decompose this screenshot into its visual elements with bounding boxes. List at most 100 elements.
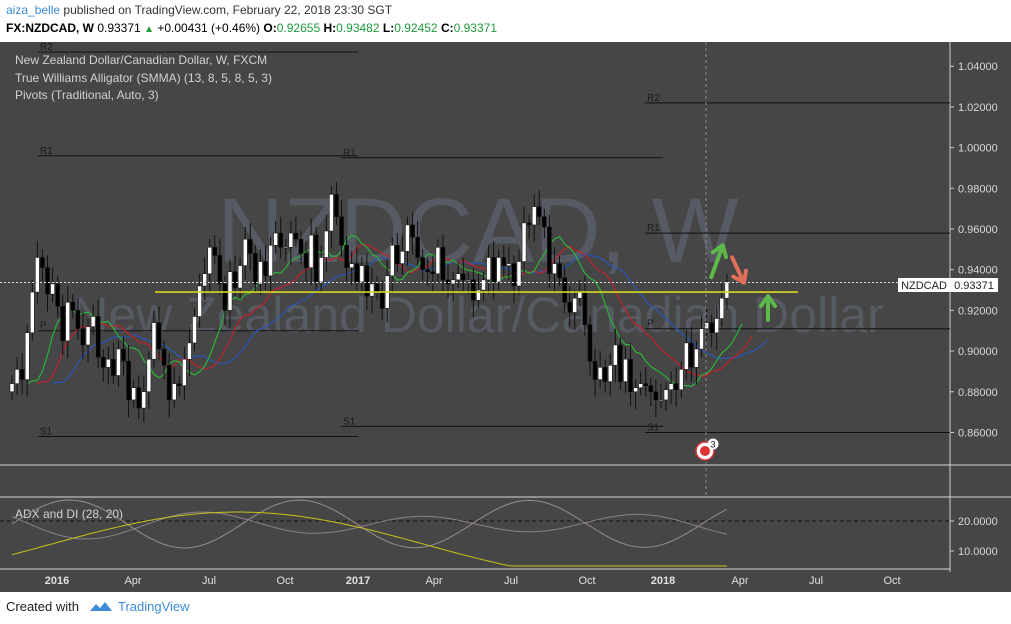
- candle-body: [60, 306, 65, 342]
- pivot-label: S1: [40, 427, 53, 438]
- price-tick-label: 0.86000: [958, 427, 998, 439]
- candle-body: [324, 230, 329, 258]
- legend-adx[interactable]: ADX and DI (28, 20): [15, 507, 123, 521]
- candle-body: [597, 367, 603, 380]
- candle-body: [557, 263, 562, 279]
- time-tick-label: Apr: [124, 575, 141, 587]
- time-axis[interactable]: 2016 Apr Jul Oct 2017 Apr Jul Oct 2018 Apr Jul Oct: [45, 575, 901, 587]
- candle-body: [278, 232, 283, 248]
- adx-line: [11, 511, 727, 567]
- candle-body: [724, 281, 730, 299]
- candle-body: [694, 348, 699, 368]
- arrow-up-icon-shape: [759, 294, 777, 322]
- candle-body: [70, 301, 76, 311]
- alligator-jaw: [52, 253, 768, 385]
- pivot-label: R1: [40, 146, 53, 157]
- price-change: +0.00431 (+0.46%): [157, 21, 261, 35]
- adx-tick-label: 20.0000: [958, 516, 998, 528]
- pivot-label: P: [40, 321, 47, 332]
- pivot-label: R1: [343, 148, 356, 159]
- legend-alligator[interactable]: True Williams Alligator (SMMA) (13, 8, 5…: [15, 71, 272, 85]
- candle-body: [466, 279, 471, 282]
- time-tick-label: Apr: [425, 575, 442, 587]
- open-value: 0.92655: [276, 21, 321, 35]
- candle-body: [714, 318, 719, 334]
- time-tick-label: Jul: [504, 575, 518, 587]
- pivot-label: R2: [40, 42, 53, 53]
- candle-body: [516, 261, 522, 287]
- candle-body: [684, 342, 689, 370]
- candle-body: [263, 261, 268, 277]
- candle-body: [288, 232, 294, 248]
- candle-body: [273, 232, 278, 246]
- candle-body: [75, 310, 81, 329]
- arrow-down-icon: [730, 255, 749, 285]
- candle-body: [450, 279, 456, 285]
- candle-body: [126, 360, 131, 401]
- candle-body: [80, 328, 86, 346]
- candle-body: [379, 291, 385, 309]
- low-label: L:: [382, 21, 395, 35]
- candle-body: [171, 383, 177, 401]
- candle-body: [562, 277, 567, 303]
- time-tick-label: 2017: [346, 575, 370, 587]
- candle-body: [567, 301, 572, 313]
- tradingview-logo-icon[interactable]: [89, 600, 113, 614]
- candle-body: [50, 283, 55, 295]
- pivot-label: R2: [647, 93, 660, 104]
- tradingview-link[interactable]: TradingView: [118, 599, 190, 614]
- author-link[interactable]: aiza_belle: [6, 3, 61, 17]
- candle-body: [227, 271, 233, 311]
- candle-body: [425, 269, 430, 272]
- price-tick-label: 1.00000: [958, 143, 998, 155]
- candle-body: [268, 245, 273, 277]
- candle-body: [95, 316, 101, 358]
- candle-body: [258, 261, 263, 285]
- candle-body: [643, 383, 648, 386]
- candle-body: [30, 291, 35, 334]
- candle-body: [344, 245, 349, 268]
- candle-body: [704, 322, 709, 329]
- candle-body: [329, 194, 334, 232]
- candle-body: [633, 387, 638, 393]
- earnings-flag-icon[interactable]: 3: [695, 438, 719, 461]
- candle-body: [430, 271, 436, 275]
- candle-body: [572, 297, 578, 313]
- candle-body: [334, 194, 339, 218]
- candle-body: [101, 356, 106, 368]
- price-tag: [950, 278, 998, 292]
- candle-body: [364, 265, 370, 297]
- candle-body: [197, 285, 202, 317]
- candle-body: [719, 297, 725, 319]
- candle-body: [511, 263, 517, 287]
- candle-body: [658, 399, 664, 402]
- candle-body: [547, 226, 552, 275]
- candle-body: [506, 263, 512, 266]
- candle-body: [582, 291, 588, 325]
- symbol-tag-text: NZDCAD: [901, 280, 947, 292]
- legend-pivots[interactable]: Pivots (Traditional, Auto, 3): [15, 88, 159, 102]
- candle-body: [182, 358, 187, 386]
- chart-area[interactable]: NZDCAD, W New Zealand Dollar/Canadian Do…: [0, 42, 1011, 592]
- time-tick-label: Oct: [578, 575, 595, 587]
- time-tick-label: 2018: [651, 575, 675, 587]
- candle-body: [242, 238, 248, 266]
- candle-body: [146, 358, 152, 393]
- candle-body: [602, 367, 608, 382]
- footer: Created with TradingView: [0, 592, 1011, 624]
- price-axis[interactable]: 1.04000 1.02000 1.00000 0.98000 0.96000 0.940…: [950, 61, 998, 439]
- adx-tick-label: 10.0000: [958, 546, 998, 558]
- time-tick-label: Jul: [809, 575, 823, 587]
- candle-body: [491, 257, 496, 283]
- close-value: 0.93371: [453, 21, 498, 35]
- candle-body: [608, 365, 613, 382]
- candle-body: [253, 253, 258, 285]
- candle-body: [177, 383, 182, 386]
- arrow-up-icon: [709, 243, 728, 280]
- candle-body: [65, 301, 71, 342]
- high-label: H:: [323, 21, 337, 35]
- price-tick-label: 0.98000: [958, 183, 998, 195]
- low-value: 0.92452: [394, 21, 438, 35]
- time-tick-label: Apr: [731, 575, 748, 587]
- adx-panel: 20.0000 10.0000: [0, 499, 998, 567]
